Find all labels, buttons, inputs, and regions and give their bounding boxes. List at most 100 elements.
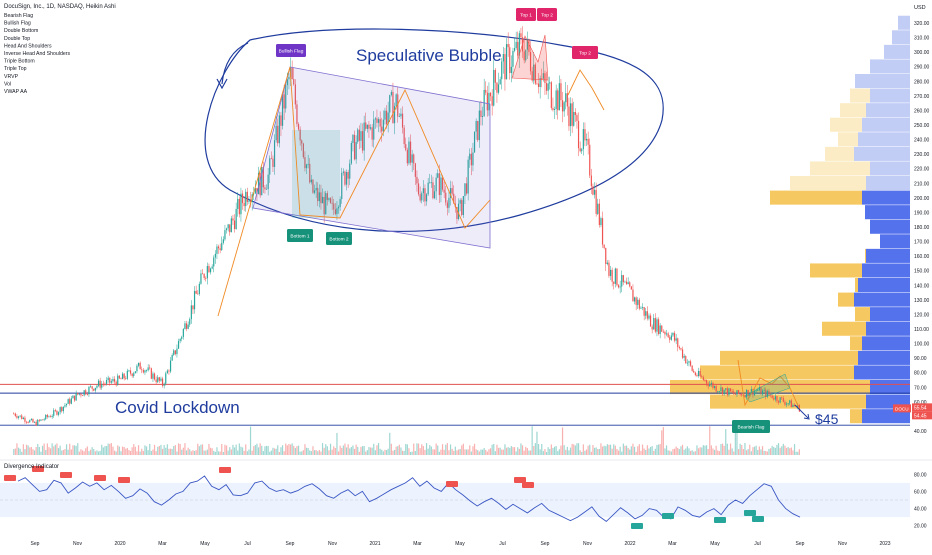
volume-bar [411,451,413,455]
candle-up [430,182,432,184]
candle-up [65,403,68,406]
volume-bar [499,447,501,455]
volume-bar [721,443,724,455]
volume-bar [349,448,351,455]
candle-down [401,113,404,128]
candle-up [89,386,92,388]
volume-bar [261,445,263,455]
candle-up [288,76,290,80]
candle-up [440,177,442,196]
candle-up [585,138,588,141]
volume-bar [91,447,93,455]
candle-up [457,203,460,220]
candle-down [489,92,492,97]
pattern-label-bg [287,229,313,242]
candle-down [661,325,663,332]
volume-bar [153,444,156,455]
candle-up [187,324,189,329]
volume-bar [598,448,600,455]
candle-down [35,421,37,426]
candle-down [544,73,546,84]
candle-down [638,299,640,309]
y-tick-label: 70.00 [914,385,927,391]
volume-profile-bar-up [870,88,910,103]
volume-bar [469,445,471,455]
candle-up [526,39,528,50]
volume-profile-bar-down [710,394,866,409]
candle-up [656,319,658,332]
candle-up [357,129,359,142]
candle-down [259,172,261,196]
candle-down [149,367,151,369]
candle-down [333,203,335,210]
volume-bar [350,447,352,455]
candle-up [230,218,232,233]
candle-down [611,269,613,282]
candle-up [736,390,738,395]
zigzag-pattern [217,66,491,317]
volume-bar [525,446,527,455]
volume-bar [681,444,684,455]
candle-down [446,202,448,208]
volume-bar [323,447,325,455]
volume-bar [69,443,71,455]
candle-down [312,179,314,193]
y-tick-label: 170.00 [914,240,930,246]
volume-bar [457,449,460,455]
volume-bar [321,443,324,455]
volume-bar [214,451,216,455]
volume-bar [176,451,178,455]
volume-bar [339,445,341,455]
candle-up [341,172,343,200]
candle-down [150,368,152,379]
candle-up [609,269,612,276]
volume-bar [656,444,658,455]
candle-down [707,383,709,387]
volume-bar [715,445,717,455]
candle-up [408,141,410,164]
candle-up [184,323,186,330]
volume-bar [398,444,400,455]
volume-bar [285,443,287,455]
candle-up [166,370,168,374]
volume-bar [437,445,439,455]
y-tick-label: 90.00 [914,356,927,362]
volume-bar [565,449,567,455]
volume-bar [25,444,28,455]
candle-up [126,370,128,379]
candle-up [665,333,668,335]
candle-up [254,188,256,194]
candle-down [41,419,44,421]
volume-bar [496,444,498,455]
candle-down [153,373,156,380]
candle-up [766,391,768,397]
candle-up [265,188,268,190]
volume-bar [544,449,546,455]
candle-up [621,275,623,287]
volume-bar [617,450,620,455]
volume-bar [141,448,143,455]
volume-bar [123,447,125,455]
volume-bar [491,444,493,455]
volume-bar [403,450,405,455]
candle-up [459,200,461,204]
volume-bar [337,451,340,455]
volume-profile-bar-up [884,44,910,59]
volume-bar [793,444,796,455]
candle-down [579,148,581,152]
volume-profile-bar-up [870,59,910,74]
volume-bar [651,446,653,455]
candle-down [301,140,303,144]
candle-up [373,119,375,140]
volume-bar [376,445,378,455]
volume-bar [677,447,679,455]
candle-up [757,390,759,392]
candle-up [349,163,351,179]
candle-up [518,33,520,56]
candle-up [549,82,551,84]
candle-up [619,286,621,288]
top-pattern [567,69,605,111]
candle-up [497,84,500,93]
volume-bar [46,443,48,455]
x-tick-label: 2023 [879,541,890,547]
